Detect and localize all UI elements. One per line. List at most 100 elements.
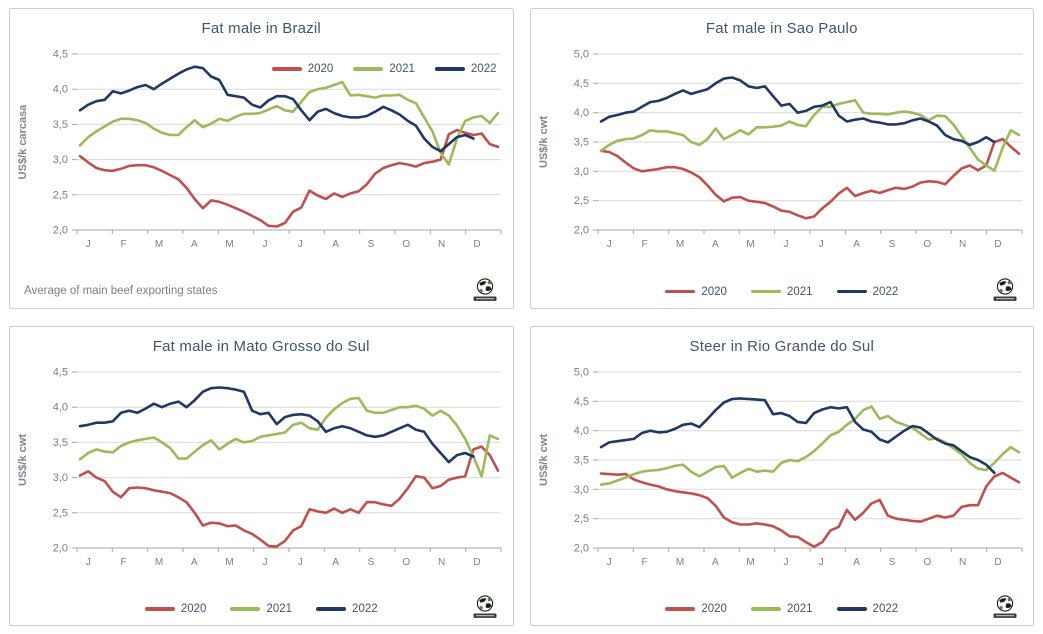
legend-label: 2022 [872, 285, 899, 298]
x-tick-label: J [606, 557, 611, 568]
globe-logo-icon [990, 594, 1020, 620]
globe-logo-icon [990, 277, 1020, 303]
globe-logo-icon [473, 595, 496, 618]
x-tick-label: J [263, 557, 268, 568]
y-tick-label: 3,5 [53, 436, 68, 448]
x-tick-label: J [86, 239, 91, 250]
series-line-2020 [78, 444, 500, 548]
legend-item-2020: 2020 [144, 603, 207, 615]
x-tick-label: M [155, 557, 163, 568]
x-tick-label: M [225, 557, 233, 568]
chart-title: Fat male in Brazil [201, 20, 321, 37]
y-tick-label: 3,5 [573, 454, 588, 466]
y-tick-label: 4,5 [53, 366, 68, 378]
x-tick-label: A [191, 557, 198, 568]
x-tick-label: M [155, 239, 163, 250]
legend-swatch [230, 607, 261, 611]
line-chart: 4,5 4,0 3,5 3,0 2,5 2,0 J F M A M J J A S O N D US$/k carc… [17, 49, 502, 250]
x-tick-label: D [473, 557, 480, 568]
x-tick-label: A [191, 239, 198, 250]
legend-label: 2020 [180, 603, 207, 615]
x-tick-label: A [711, 557, 718, 568]
x-tick-label: O [923, 239, 931, 250]
chart-plot-area: 5,0 4,5 4,0 3,5 3,0 2,5 2,0 J F M A M J J A S O N D US$/k c… [534, 358, 1034, 589]
y-tick-label: 4,0 [53, 84, 68, 96]
x-tick-label: F [121, 557, 127, 568]
legend-swatch [836, 607, 867, 611]
series-line-2020 [78, 128, 500, 228]
line-chart: 5,0 4,5 4,0 3,5 3,0 2,5 2,0 J F M A M J J A S O N D US$/k c… [538, 366, 1022, 568]
y-tick-label: 2,0 [53, 225, 68, 237]
x-tick-label: N [438, 557, 445, 568]
x-tick-label: N [958, 239, 965, 250]
x-tick-label: J [783, 557, 788, 568]
x-tick-label: N [438, 239, 445, 250]
legend-swatch [836, 289, 867, 294]
x-tick-label: A [332, 557, 339, 568]
series-line-2022 [599, 76, 996, 147]
y-axis-title: US$/k carcasa [17, 104, 29, 179]
chart-plot-area: 5,0 4,5 4,0 3,5 3,0 2,5 2,0 J F M A M J J A S O N D US$/k c… [534, 40, 1034, 271]
chart-plot-area: 4,5 4,0 3,5 3,0 2,5 2,0 J F M A M J J A S O N D US$/k carc… [13, 40, 513, 271]
series-line-2022 [78, 385, 475, 463]
x-tick-label: A [853, 557, 860, 568]
x-tick-label: O [923, 557, 931, 568]
x-tick-label: J [86, 557, 91, 568]
legend-label: 2021 [786, 603, 813, 615]
x-tick-label: A [332, 239, 339, 250]
y-tick-label: 4,0 [573, 107, 588, 119]
y-tick-label: 2,5 [573, 195, 588, 207]
x-tick-label: J [818, 557, 823, 568]
x-tick-label: M [675, 239, 683, 250]
chart-legend: 2020 2021 2022 [10, 603, 513, 615]
legend-label: 2020 [701, 603, 727, 615]
series-line-2020 [599, 137, 1020, 220]
legend-label: 2021 [266, 603, 293, 615]
x-tick-label: J [298, 557, 303, 568]
legend-swatch [665, 289, 696, 294]
series-line-2021 [78, 80, 500, 166]
chart-panel-brazil: Fat male in Brazil 4,5 4,0 3,5 3,0 2,5 2,0 J F M… [9, 8, 514, 309]
y-tick-label: 4,0 [53, 401, 68, 413]
y-tick-label: 2,5 [573, 513, 588, 525]
x-tick-label: S [888, 239, 895, 250]
y-tick-label: 2,0 [53, 542, 68, 554]
series-line-2022 [599, 396, 996, 474]
x-tick-label: S [888, 557, 895, 568]
x-tick-label: J [818, 239, 823, 250]
legend-swatch [750, 289, 781, 294]
x-tick-label: J [298, 239, 303, 250]
globe-logo-icon [470, 594, 500, 620]
y-tick-label: 2,5 [53, 507, 68, 519]
y-tick-label: 4,5 [573, 78, 588, 90]
y-tick-label: 3,0 [573, 166, 588, 178]
x-tick-label: F [641, 557, 647, 568]
legend-label: 2022 [352, 603, 378, 615]
x-tick-label: J [783, 239, 788, 250]
y-tick-label: 3,0 [53, 472, 68, 484]
legend-item-2021: 2021 [750, 603, 813, 615]
legend-swatch [750, 607, 781, 611]
y-tick-label: 2,0 [573, 542, 588, 554]
y-tick-label: 4,0 [573, 425, 588, 437]
y-tick-label: 3,5 [53, 119, 68, 131]
x-tick-label: M [746, 557, 754, 568]
x-tick-label: F [121, 239, 127, 250]
chart-footnote: Average of main beef exporting states [24, 284, 218, 297]
x-tick-label: N [958, 557, 965, 568]
legend-item-2022: 2022 [836, 285, 899, 298]
x-tick-label: D [994, 239, 1001, 250]
legend-item-2021: 2021 [750, 286, 813, 298]
chart-legend: 2020 2021 2022 [531, 603, 1034, 615]
globe-logo-icon [993, 595, 1017, 618]
legend-item-2021: 2021 [230, 603, 292, 615]
y-tick-label: 2,5 [53, 189, 68, 201]
x-tick-label: S [368, 239, 375, 250]
chart-title: Fat male in Mato Grosso do Sul [152, 337, 370, 355]
chart-panel-sao-paulo: Fat male in Sao Paulo 5,0 4,5 4,0 3,5 3,0 2,5… [529, 8, 1034, 309]
x-tick-label: O [402, 557, 410, 568]
y-tick-label: 2,0 [573, 225, 588, 237]
chart-title: Steer in Rio Grande do Sul [689, 337, 874, 355]
y-tick-label: 4,5 [573, 395, 588, 407]
series-line-2020 [599, 471, 1020, 548]
